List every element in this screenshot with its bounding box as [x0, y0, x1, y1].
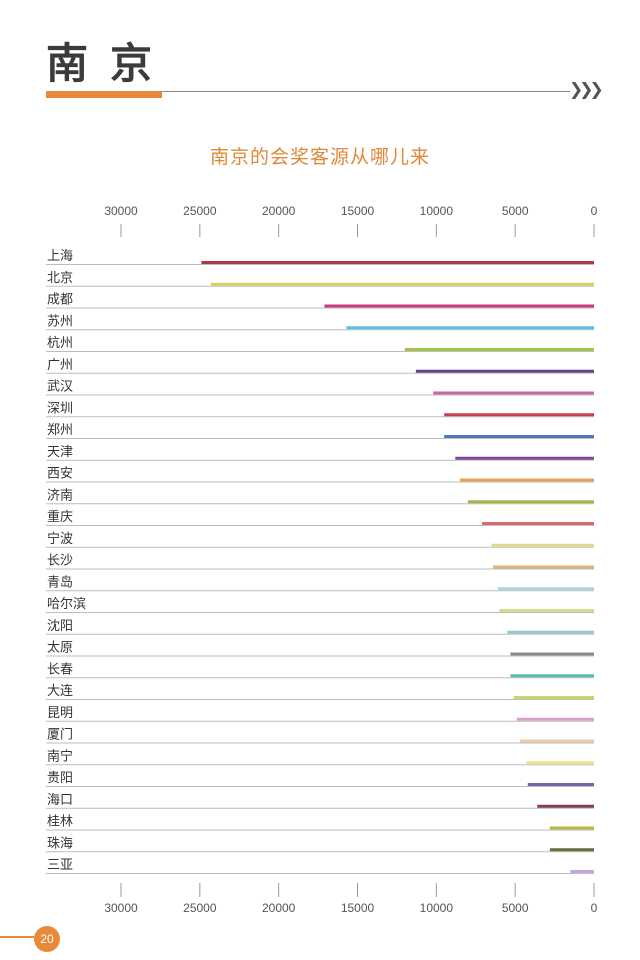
category-label: 贵阳 — [47, 771, 73, 786]
bar — [455, 456, 594, 460]
category-label: 宁波 — [47, 531, 73, 547]
x-tick-label-bottom: 30000 — [104, 901, 138, 915]
category-label: 武汉 — [47, 380, 73, 395]
category-label: 成都 — [47, 293, 73, 308]
x-tick-label-bottom: 5000 — [502, 901, 529, 915]
category-label: 大连 — [47, 683, 73, 699]
category-label: 昆明 — [47, 706, 73, 721]
bar — [493, 565, 594, 569]
x-tick-label-top: 25000 — [183, 204, 217, 218]
category-label: 哈尔滨 — [47, 596, 86, 612]
bar — [510, 674, 594, 678]
category-label: 重庆 — [47, 509, 73, 525]
page-number-badge: 20 — [34, 926, 60, 952]
bar — [404, 348, 594, 351]
x-tick-label-top: 30000 — [104, 204, 138, 218]
bar — [499, 609, 594, 612]
chart-title: 南京的会奖客源从哪儿来 — [209, 146, 430, 168]
bar — [527, 783, 594, 786]
bar — [444, 435, 594, 438]
x-tick-label-bottom: 10000 — [420, 901, 454, 915]
bar — [549, 848, 594, 852]
x-tick-label-bottom: 25000 — [183, 901, 217, 915]
bar — [570, 870, 594, 873]
bar — [507, 630, 594, 634]
bar — [491, 543, 594, 547]
bar — [346, 326, 594, 330]
category-label: 郑州 — [47, 423, 73, 438]
title-accent-bar — [46, 91, 162, 98]
bar — [201, 261, 594, 264]
x-tick-label-top: 0 — [591, 204, 598, 218]
category-label: 桂林 — [47, 815, 73, 830]
bar — [415, 369, 594, 373]
chevron-right-icon: ❯❯❯ — [569, 80, 604, 100]
category-label: 厦门 — [47, 728, 73, 743]
bar — [459, 478, 594, 482]
bar — [510, 652, 594, 656]
category-label: 长春 — [47, 662, 73, 677]
category-label: 北京 — [47, 271, 73, 286]
bar — [210, 282, 594, 286]
bar — [519, 739, 594, 743]
bar — [513, 696, 594, 699]
bar — [324, 304, 594, 308]
category-label: 上海 — [47, 249, 73, 264]
x-tick-label-top: 5000 — [502, 204, 529, 218]
page-title: 南京 — [46, 39, 175, 88]
category-label: 深圳 — [47, 401, 73, 416]
x-tick-label-bottom: 0 — [591, 901, 598, 915]
category-label: 南宁 — [47, 748, 73, 764]
category-label: 济南 — [47, 487, 73, 503]
category-label: 青岛 — [47, 574, 73, 590]
category-label: 杭州 — [47, 336, 73, 351]
category-label: 太原 — [47, 641, 73, 656]
category-label: 长沙 — [47, 554, 73, 569]
page-number-line — [0, 936, 34, 938]
bar — [549, 826, 594, 830]
bar — [482, 522, 594, 525]
category-label: 苏州 — [47, 313, 73, 329]
category-label: 西安 — [47, 467, 73, 482]
category-label: 三亚 — [47, 858, 73, 873]
x-tick-label-top: 20000 — [262, 204, 296, 218]
category-label: 海口 — [47, 793, 73, 808]
x-tick-label-bottom: 15000 — [341, 901, 375, 915]
bar — [497, 587, 594, 591]
bar — [537, 804, 594, 808]
category-label: 珠海 — [47, 836, 73, 851]
bar — [444, 413, 594, 417]
bar — [516, 717, 594, 721]
x-tick-label-top: 15000 — [341, 204, 375, 218]
bar — [467, 500, 594, 504]
x-tick-label-bottom: 20000 — [262, 901, 296, 915]
bar — [526, 761, 594, 765]
category-label: 沈阳 — [47, 619, 73, 634]
bar — [433, 391, 594, 395]
category-label: 天津 — [47, 445, 73, 460]
title-rule — [162, 91, 570, 92]
x-tick-label-top: 10000 — [420, 204, 454, 218]
category-label: 广州 — [47, 358, 73, 373]
